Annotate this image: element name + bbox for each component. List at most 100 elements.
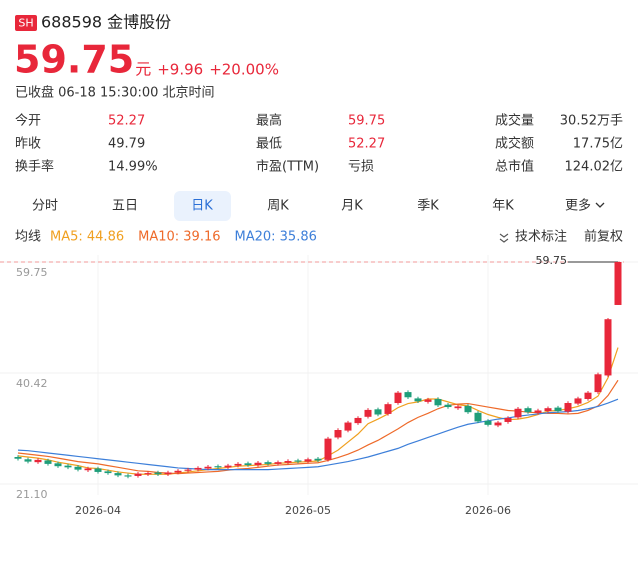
stat-value: 14.99% (108, 160, 158, 175)
candle-body (174, 470, 182, 473)
stat-label: 最高 (256, 113, 282, 129)
adjust[interactable]: 前复权 (584, 229, 623, 245)
candle-body (24, 459, 32, 462)
y-tick-label: 40.42 (16, 377, 48, 390)
candle-body (534, 410, 542, 413)
candle-body (604, 319, 612, 376)
candle-body (384, 404, 392, 414)
candle-body (494, 422, 502, 426)
candle-body (614, 262, 622, 305)
price: 59.75 (14, 38, 134, 82)
change: +9.96 (157, 61, 203, 79)
candle-body (124, 475, 132, 477)
candle-body (104, 471, 112, 474)
tab[interactable]: 年K (492, 199, 514, 214)
candle-body (214, 466, 222, 468)
candle-body (74, 466, 82, 470)
candle-body (144, 473, 152, 475)
candle-body (254, 462, 262, 466)
candle-body (274, 462, 282, 464)
stat-label: 最低 (256, 137, 282, 152)
candle-body (84, 468, 92, 471)
candle-body (94, 468, 102, 472)
stat-value: 52.27 (348, 137, 385, 152)
candle-body (344, 422, 352, 431)
candle-body (564, 403, 572, 412)
candle-body (484, 420, 492, 425)
stock-name: 688598 金博股份 (41, 13, 171, 32)
tab[interactable]: 更多 (565, 198, 591, 214)
stat-label: 今开 (15, 113, 41, 129)
candle-body (204, 466, 212, 469)
candle-body (454, 406, 462, 409)
tab[interactable]: 分时 (32, 199, 58, 214)
candle-body (444, 404, 452, 408)
candle-body (324, 438, 332, 460)
stat-value: 17.75亿 (573, 137, 623, 152)
tab-highlight (174, 191, 231, 221)
candle-body (504, 417, 512, 422)
candle-body (334, 430, 342, 438)
stat-value: 52.27 (108, 114, 145, 129)
candle-body (394, 392, 402, 404)
stat-value: 亏损 (348, 160, 374, 175)
candle-body (234, 463, 242, 466)
tab[interactable]: 日K (191, 199, 213, 214)
candle-body (284, 461, 292, 463)
stat-label: 总市值 (495, 159, 534, 175)
stat-value: 30.52万手 (560, 114, 623, 129)
stat-label: 成交量 (495, 113, 534, 129)
candle-body (524, 408, 532, 413)
candle-body (264, 462, 272, 464)
stat-value: 49.79 (108, 137, 145, 152)
market-badge (15, 15, 37, 31)
stat-label: 市盈(TTM) (256, 159, 319, 175)
tab[interactable]: 月K (341, 199, 363, 214)
stat-label: 成交额 (495, 136, 534, 152)
x-tick-label: 2026-04 (75, 504, 121, 517)
candle-body (164, 472, 172, 475)
stat-value: 59.75 (348, 114, 385, 129)
candle-body (594, 374, 602, 393)
y-tick-label: 21.10 (16, 488, 48, 501)
candle-body (424, 399, 432, 402)
candle-body (194, 467, 202, 470)
candle-body (114, 473, 122, 476)
tab[interactable]: 五日 (112, 199, 138, 214)
candle-body (364, 409, 372, 417)
candle-body (64, 465, 72, 468)
change-pct: +20.00% (209, 61, 279, 79)
x-tick-label: 2026-06 (465, 504, 511, 517)
x-tick-label: 2026-05 (285, 504, 331, 517)
candle-body (44, 460, 52, 464)
mark-icon (499, 233, 509, 243)
candle-body (374, 409, 382, 415)
candle-body (554, 407, 562, 412)
candle-body (514, 408, 522, 418)
candle-body (414, 398, 422, 402)
candle-body (14, 457, 22, 459)
candle-body (34, 459, 42, 463)
candle-body (434, 398, 442, 406)
candle-body (464, 405, 472, 413)
candle-body (184, 469, 192, 471)
tech-mark[interactable]: 技术标注 (515, 230, 567, 245)
market: SH (18, 17, 33, 30)
candle-body (224, 465, 232, 468)
candle-body (134, 473, 142, 476)
candle-body (154, 472, 162, 475)
tab[interactable]: 周K (267, 199, 289, 214)
stat-value: 124.02亿 (565, 160, 624, 175)
candle-body (404, 392, 412, 398)
candle-body (294, 460, 302, 462)
legend-entry: MA5: 44.86 (50, 230, 124, 245)
stat-label: 昨收 (15, 137, 41, 152)
candle-body (584, 392, 592, 399)
candle-body (304, 459, 312, 462)
legend-entry: MA10: 39.16 (138, 230, 220, 245)
stat-label: 换手率 (15, 159, 54, 175)
tab[interactable]: 季K (417, 199, 439, 214)
candle-body (244, 463, 252, 466)
